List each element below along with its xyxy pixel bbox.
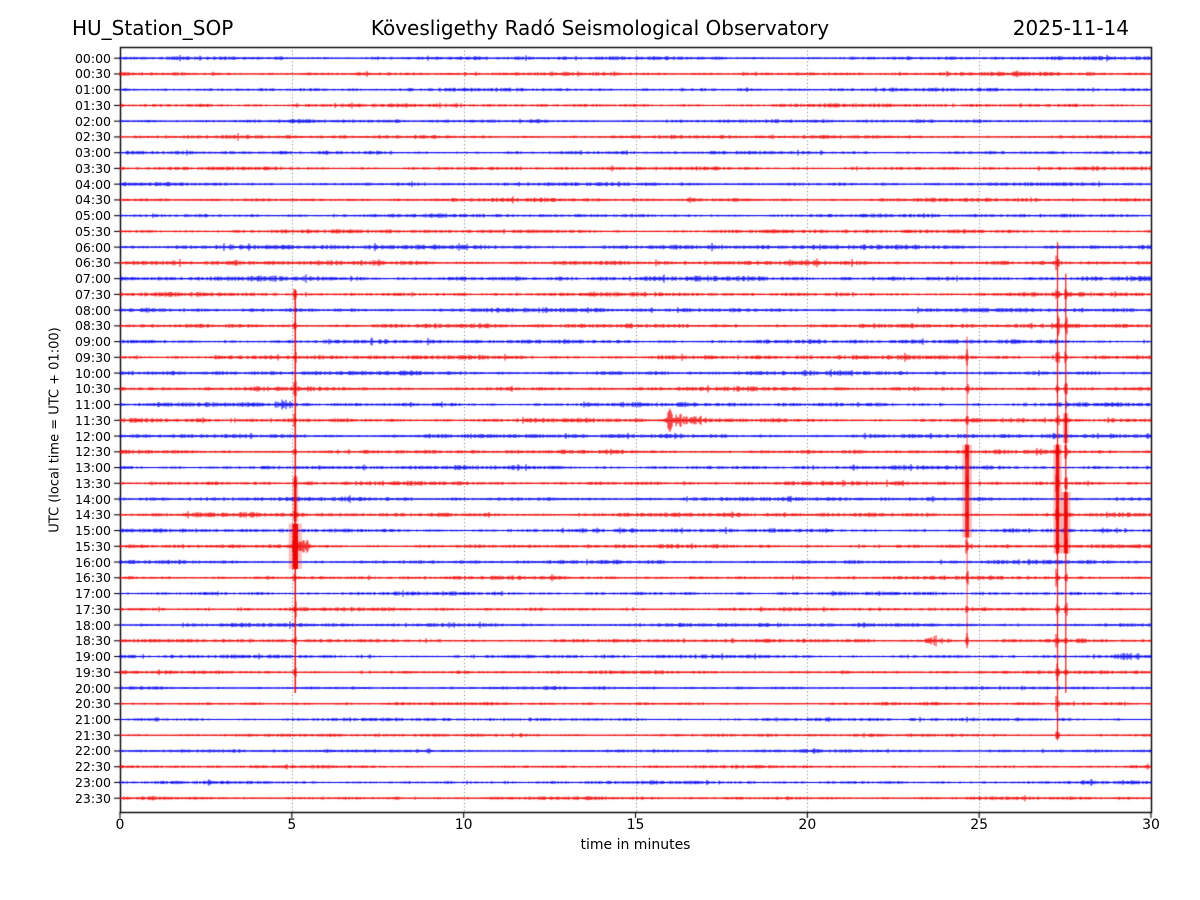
- y-tick-label: 18:00: [74, 617, 111, 633]
- y-tick-label: 19:30: [74, 664, 111, 680]
- y-tick-label: 19:00: [74, 649, 111, 664]
- x-axis-label: time in minutes: [580, 837, 691, 853]
- y-tick-label: 13:30: [74, 475, 111, 491]
- y-tick-label: 02:30: [74, 129, 111, 145]
- y-tick-label: 04:00: [74, 176, 111, 192]
- y-tick-label: 15:00: [74, 523, 111, 539]
- y-tick-label: 05:00: [74, 208, 111, 224]
- date-label: 2025-11-14: [1012, 16, 1129, 40]
- y-tick-label: 11:00: [74, 397, 111, 413]
- y-tick-label: 22:30: [74, 759, 111, 775]
- x-tick-label: 5: [287, 817, 297, 833]
- y-tick-label: 09:30: [74, 349, 111, 365]
- y-tick-label: 21:00: [74, 711, 111, 727]
- y-tick-label: 16:30: [74, 570, 111, 586]
- x-tick-label: 0: [115, 817, 125, 833]
- y-tick-label: 01:30: [74, 97, 111, 113]
- y-tick-label: 17:30: [74, 601, 111, 617]
- y-tick-label: 20:00: [74, 680, 111, 696]
- y-tick-label: 10:00: [74, 365, 111, 381]
- y-tick-label: 15:30: [74, 538, 111, 554]
- y-tick-label: 07:00: [74, 271, 111, 287]
- y-tick-label: 02:00: [74, 113, 111, 129]
- y-tick-label: 00:00: [74, 50, 111, 66]
- x-tick-label: 10: [454, 817, 473, 833]
- y-tick-label: 16:00: [74, 554, 111, 570]
- y-tick-label: 01:00: [74, 82, 111, 98]
- x-tick-label: 30: [1142, 817, 1160, 833]
- y-tick-label: 23:00: [74, 774, 111, 790]
- y-tick-label: 17:00: [74, 586, 111, 602]
- y-tick-label: 05:30: [74, 223, 111, 239]
- x-tick-label: 20: [798, 817, 817, 833]
- y-tick-label: 22:00: [74, 743, 111, 759]
- x-tick-label: 25: [970, 817, 989, 833]
- y-tick-label: 09:00: [74, 334, 111, 350]
- y-tick-label: 03:00: [74, 145, 111, 161]
- y-tick-label: 04:30: [74, 192, 111, 208]
- y-tick-label: 23:30: [74, 790, 111, 806]
- y-tick-label: 03:30: [74, 160, 111, 176]
- observatory-title: Kövesligethy Radó Seismological Observat…: [370, 16, 830, 40]
- y-tick-label: 20:30: [74, 696, 111, 712]
- y-tick-label: 14:30: [74, 507, 111, 523]
- x-tick-label: 15: [626, 817, 645, 833]
- y-tick-label: 07:30: [74, 286, 111, 302]
- y-tick-label: 14:00: [74, 491, 111, 507]
- y-tick-label: 18:30: [74, 633, 111, 649]
- y-tick-label: 12:00: [74, 428, 111, 444]
- y-tick-label: 10:30: [74, 381, 111, 397]
- y-tick-label: 11:30: [74, 412, 111, 428]
- y-tick-label: 21:30: [74, 727, 111, 743]
- y-tick-label: 06:30: [74, 255, 111, 271]
- y-tick-label: 08:30: [74, 318, 111, 334]
- y-tick-label: 13:00: [74, 460, 111, 476]
- y-tick-label: 00:30: [74, 66, 111, 82]
- y-tick-label: 08:00: [74, 302, 111, 318]
- station-label: HU_Station_SOP: [72, 16, 234, 40]
- y-tick-label: 12:30: [74, 444, 111, 460]
- y-tick-label: 06:00: [74, 239, 111, 255]
